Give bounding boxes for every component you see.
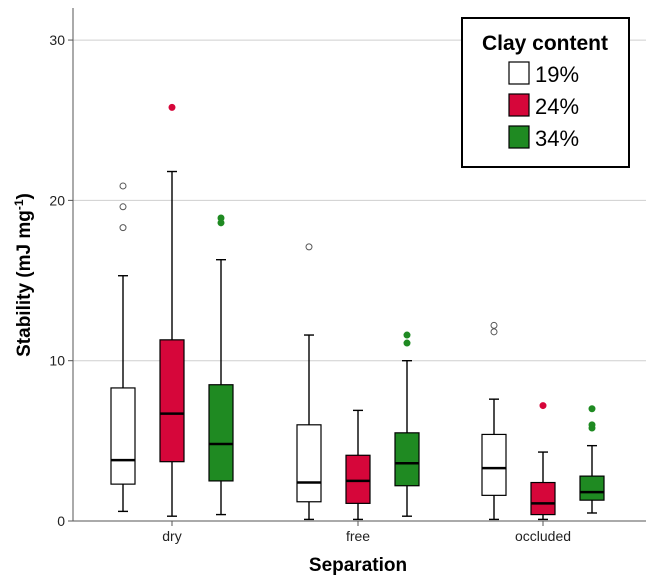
y-tick-label: 30 bbox=[49, 32, 65, 48]
x-tick-label: free bbox=[346, 528, 370, 544]
outlier-point bbox=[305, 243, 313, 251]
box bbox=[481, 433, 507, 496]
x-tick-label: occluded bbox=[515, 528, 571, 544]
outlier-point bbox=[119, 182, 127, 190]
legend-frame bbox=[461, 17, 630, 168]
outlier-point bbox=[168, 103, 176, 111]
outlier-point bbox=[403, 331, 411, 339]
y-tick-label: 0 bbox=[57, 513, 65, 529]
legend-title: Clay content bbox=[482, 32, 608, 55]
outlier-point bbox=[588, 405, 596, 413]
legend-swatch-19% bbox=[508, 61, 530, 85]
legend: Clay content 19% 24% 34% bbox=[461, 17, 630, 168]
x-axis-ticks: dry free occluded bbox=[162, 521, 571, 544]
series-24% bbox=[159, 103, 556, 521]
legend-swatch-34% bbox=[508, 125, 530, 149]
legend-entries: 19% 24% 34% bbox=[508, 61, 579, 151]
outlier-point bbox=[119, 203, 127, 211]
outlier-point bbox=[588, 421, 596, 429]
box bbox=[394, 432, 420, 487]
box bbox=[110, 387, 136, 485]
box bbox=[208, 384, 234, 482]
legend-label-19%: 19% bbox=[535, 62, 579, 87]
series-19% bbox=[110, 182, 507, 521]
box bbox=[345, 454, 371, 504]
box bbox=[579, 475, 605, 501]
x-tick-label: dry bbox=[162, 528, 181, 544]
outlier-point bbox=[403, 339, 411, 347]
legend-swatch-24% bbox=[508, 93, 530, 117]
box bbox=[296, 424, 322, 503]
y-axis-label: Stability (mJ mg-1) bbox=[12, 193, 35, 357]
y-axis-ticks: 0 10 20 30 bbox=[49, 32, 73, 529]
legend-label-24%: 24% bbox=[535, 94, 579, 119]
y-tick-label: 20 bbox=[49, 192, 65, 208]
box-series bbox=[110, 103, 605, 521]
box bbox=[159, 339, 185, 463]
x-axis-label: Separation bbox=[309, 555, 407, 576]
outlier-point bbox=[539, 402, 547, 410]
outlier-point bbox=[490, 328, 498, 336]
series-34% bbox=[208, 214, 605, 517]
outlier-point bbox=[490, 321, 498, 329]
legend-label-34%: 34% bbox=[535, 126, 579, 151]
plot-frame bbox=[72, 8, 646, 522]
box bbox=[530, 481, 556, 516]
outlier-point bbox=[119, 224, 127, 232]
outlier-point bbox=[217, 214, 225, 222]
y-tick-label: 10 bbox=[49, 353, 65, 369]
